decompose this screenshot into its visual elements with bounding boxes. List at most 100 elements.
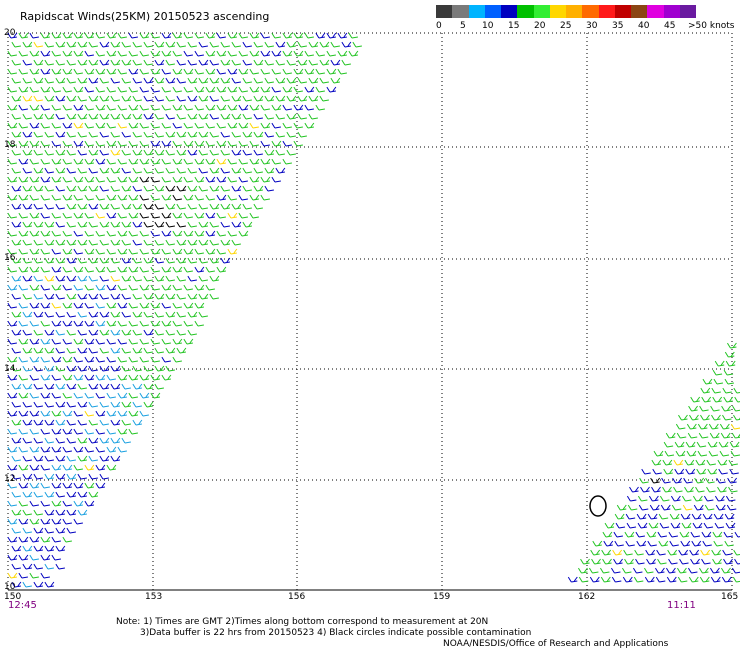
wind-barb [33,383,43,390]
wind-barb [88,239,98,246]
wind-barb [150,140,161,147]
wind-barb [44,239,55,246]
wind-barb [154,203,164,210]
wind-barb [625,513,636,520]
wind-barb [627,504,638,511]
wind-barb [55,455,66,462]
wind-barb [657,531,667,538]
wind-barb [139,392,150,399]
wind-barb [84,356,95,363]
wind-barb [205,284,215,291]
wind-barb [689,414,699,421]
wind-barb [648,522,659,529]
wind-barb [44,77,54,84]
wind-barb [132,311,143,318]
wind-barb [33,167,44,174]
wind-barb [106,194,117,201]
wind-barb [33,257,43,264]
wind-barb [73,482,84,489]
wind-barb [128,104,139,111]
wind-barb [198,41,208,48]
wind-barb [720,432,731,439]
wind-barb [128,158,139,165]
wind-barb [66,221,76,228]
wind-barb [706,486,716,493]
wind-barb [84,500,95,507]
wind-barb [62,482,73,489]
wind-barb [165,311,176,318]
legend-swatch [631,5,648,18]
wind-barb [33,437,43,444]
wind-barb [22,113,32,120]
wind-barb [40,230,51,237]
wind-barb [341,41,352,48]
wind-barb [29,554,39,561]
wind-barb [121,401,132,408]
wind-barb [22,149,33,156]
wind-barb [117,248,128,255]
wind-barb [117,140,127,147]
wind-barb [128,230,138,237]
wind-barb [44,113,55,120]
wind-barb [7,50,17,57]
wind-barb [319,95,329,102]
wind-barb [51,104,61,111]
wind-barb [22,77,32,84]
wind-barb [29,536,40,543]
wind-barb [348,50,359,57]
wind-barb [231,95,242,102]
wind-barb [194,104,204,111]
wind-barb [44,347,55,354]
wind-barb [348,32,358,39]
legend-label: 0 [436,21,442,31]
wind-barb [216,248,226,255]
wind-barb [286,77,297,84]
wind-barb [238,212,248,219]
wind-barb [172,320,182,327]
wind-barb [33,131,43,138]
wind-barb [95,50,105,57]
legend-swatch [663,5,680,18]
wind-barb [150,194,160,201]
wind-barb [132,275,142,282]
wind-barb [646,558,656,565]
wind-barb [77,167,87,174]
wind-barb [51,68,62,75]
wind-barb [11,131,22,138]
wind-barb [11,383,22,390]
wind-barb [727,477,738,484]
wind-barb [637,495,648,502]
wind-barb [216,176,227,183]
wind-barb [121,383,131,390]
wind-barb [117,284,127,291]
wind-barb [249,176,260,183]
wind-barb [319,59,330,66]
wind-barb [194,230,205,237]
wind-barb [44,581,55,588]
wind-barb [723,558,733,565]
wind-barb [66,491,77,498]
wind-barb [22,527,32,534]
wind-barb [150,86,160,93]
wind-barb [308,113,318,120]
wind-barb [676,432,687,439]
wind-barb [708,450,719,457]
wind-barb [227,122,238,129]
wind-barb [18,374,28,381]
wind-barb [647,513,658,520]
wind-barb [194,176,205,183]
wind-barb [33,401,43,408]
wind-barb [84,284,94,291]
wind-barb [77,257,87,264]
wind-barb [55,383,66,390]
wind-barb [95,104,106,111]
wind-barb [51,320,62,327]
wind-barb [161,212,172,219]
wind-barb [33,185,44,192]
wind-barb [139,32,150,39]
legend-label: 35 [612,21,624,31]
wind-barb [139,338,149,345]
wind-barb [29,68,40,75]
wind-barb [678,549,689,556]
